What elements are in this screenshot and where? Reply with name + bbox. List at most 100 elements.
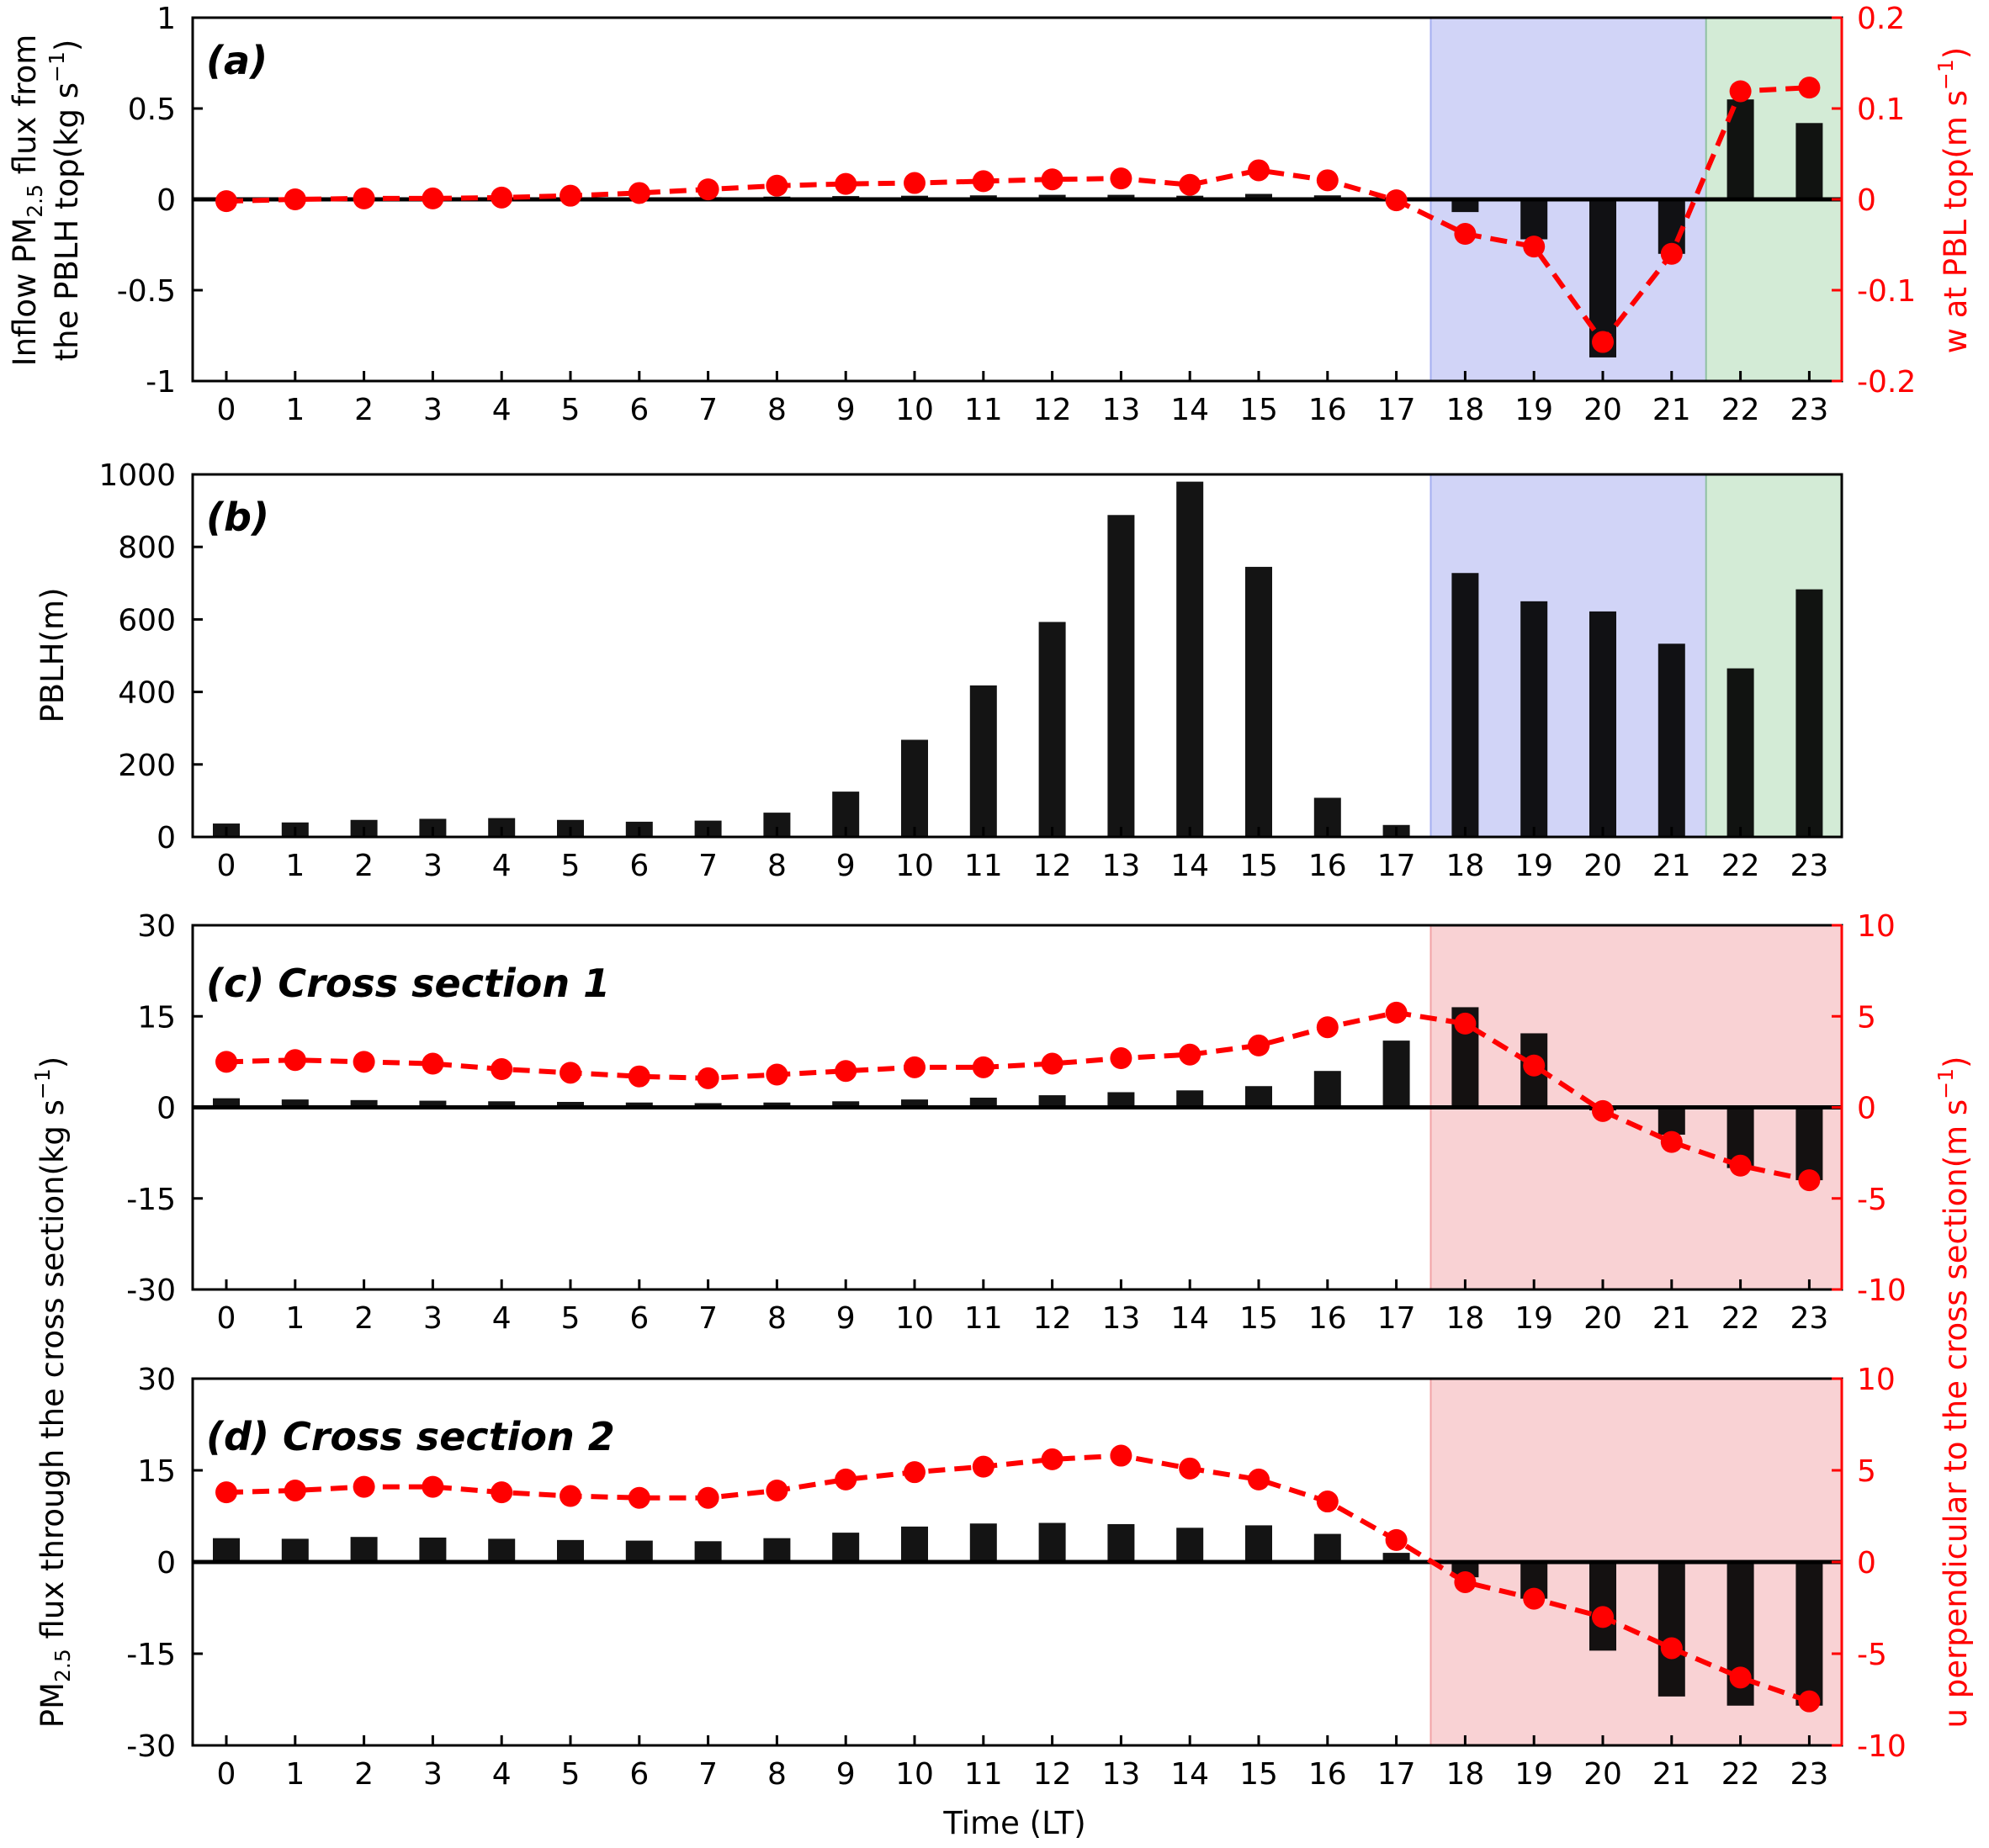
- series-point: [215, 1481, 237, 1504]
- series-point: [766, 1479, 788, 1501]
- series-point: [1729, 1154, 1752, 1177]
- x-tick-label: 21: [1652, 1757, 1691, 1792]
- x-tick-label: 16: [1308, 1301, 1347, 1336]
- x-tick-label: 9: [836, 1301, 856, 1336]
- series-point: [284, 1479, 306, 1501]
- series-point: [1454, 1570, 1477, 1593]
- y2-tick-label: 5: [1857, 1000, 1876, 1035]
- bar: [1795, 1107, 1823, 1181]
- bar: [1245, 1086, 1272, 1108]
- series-point: [1179, 1043, 1201, 1066]
- x-tick-label: 20: [1583, 849, 1622, 883]
- panel-title: (a): [206, 38, 268, 83]
- series-point: [1454, 223, 1477, 246]
- bar: [1589, 611, 1616, 837]
- series-point: [1041, 1448, 1063, 1470]
- y-tick-label: 0: [156, 1092, 176, 1126]
- x-tick-label: 23: [1790, 393, 1828, 427]
- panel-a-y2label: w at PBL top(m s−1): [1933, 47, 1974, 353]
- y-tick-label: 400: [118, 676, 176, 711]
- bar: [419, 1100, 447, 1108]
- x-tick-label: 11: [964, 1757, 1003, 1792]
- x-tick-label: 18: [1445, 1757, 1484, 1792]
- x-tick-label: 6: [629, 849, 649, 883]
- x-tick-label: 11: [964, 849, 1003, 883]
- x-tick-label: 0: [217, 1301, 236, 1336]
- x-tick-label: 10: [895, 1301, 934, 1336]
- x-tick-label: 15: [1239, 849, 1278, 883]
- y-tick-label: -15: [126, 1638, 176, 1672]
- y2-tick-label: -5: [1857, 1638, 1887, 1672]
- series-point: [422, 1052, 444, 1075]
- bar: [213, 1098, 240, 1108]
- x-tick-label: 23: [1790, 1301, 1828, 1336]
- x-tick-label: 14: [1170, 1301, 1209, 1336]
- bar: [1795, 589, 1823, 837]
- x-tick-label: 6: [629, 1757, 649, 1792]
- x-tick-label: 13: [1101, 393, 1140, 427]
- series-point: [1316, 1016, 1339, 1039]
- series-point: [1316, 169, 1339, 192]
- x-tick-label: 18: [1445, 849, 1484, 883]
- y2-tick-label: 10: [1857, 909, 1896, 944]
- x-tick-label: 16: [1308, 1757, 1347, 1792]
- bar: [1245, 1525, 1272, 1562]
- y-tick-label: 15: [137, 1454, 176, 1489]
- x-tick-label: 1: [285, 393, 305, 427]
- bar: [1107, 1523, 1135, 1562]
- bar: [1176, 481, 1204, 837]
- x-tick-label: 6: [629, 393, 649, 427]
- bar: [350, 1537, 378, 1562]
- x-tick-label: 9: [836, 849, 856, 883]
- x-tick-label: 7: [698, 1301, 718, 1336]
- shared-left-ylabel: PM2.5 flux through the cross section(kg …: [30, 1056, 75, 1728]
- bar: [694, 1541, 722, 1562]
- bar: [625, 1102, 653, 1108]
- series-point: [422, 187, 444, 209]
- y-tick-label: 600: [118, 603, 176, 638]
- y2-tick-label: 0.2: [1857, 2, 1905, 36]
- bar: [763, 1102, 791, 1108]
- x-tick-label: 20: [1583, 393, 1622, 427]
- series-point: [353, 1051, 375, 1073]
- series-point: [215, 190, 237, 213]
- x-tick-label: 10: [895, 1757, 934, 1792]
- series-point: [1660, 1131, 1683, 1153]
- x-tick-label: 19: [1514, 1757, 1553, 1792]
- bar: [901, 1099, 928, 1108]
- bar: [557, 1539, 584, 1562]
- series-point: [697, 178, 719, 201]
- series-point: [972, 170, 995, 193]
- x-tick-label: 0: [217, 849, 236, 883]
- y-tick-label: 0: [156, 1546, 176, 1581]
- bar: [1038, 622, 1066, 837]
- bar: [1107, 194, 1135, 199]
- series-point: [1385, 1001, 1408, 1024]
- bar: [281, 1538, 309, 1562]
- y2-tick-label: -10: [1857, 1729, 1907, 1764]
- bar: [1451, 1562, 1479, 1578]
- bar: [901, 1526, 928, 1562]
- x-tick-label: 22: [1721, 393, 1760, 427]
- x-tick-label: 11: [964, 1301, 1003, 1336]
- x-tick-label: 17: [1377, 1301, 1416, 1336]
- bar: [763, 1538, 791, 1562]
- y2-tick-label: 0: [1857, 183, 1876, 218]
- series-point: [284, 1049, 306, 1072]
- x-tick-label: 15: [1239, 393, 1278, 427]
- bar: [969, 685, 997, 837]
- y-tick-label: 0: [156, 821, 176, 855]
- panel-title: (c) Cross section 1: [206, 961, 610, 1006]
- series-point: [1523, 236, 1546, 258]
- series-point: [835, 172, 857, 195]
- series-point: [628, 182, 650, 204]
- series-point: [1798, 1169, 1821, 1192]
- y-tick-label: 200: [118, 749, 176, 783]
- x-tick-label: 20: [1583, 1757, 1622, 1792]
- bar: [350, 1099, 378, 1108]
- bar: [1245, 193, 1272, 199]
- panel-title: (b): [206, 495, 269, 540]
- x-tick-label: 3: [423, 1301, 443, 1336]
- series-point: [1110, 1444, 1132, 1467]
- x-tick-label: 23: [1790, 849, 1828, 883]
